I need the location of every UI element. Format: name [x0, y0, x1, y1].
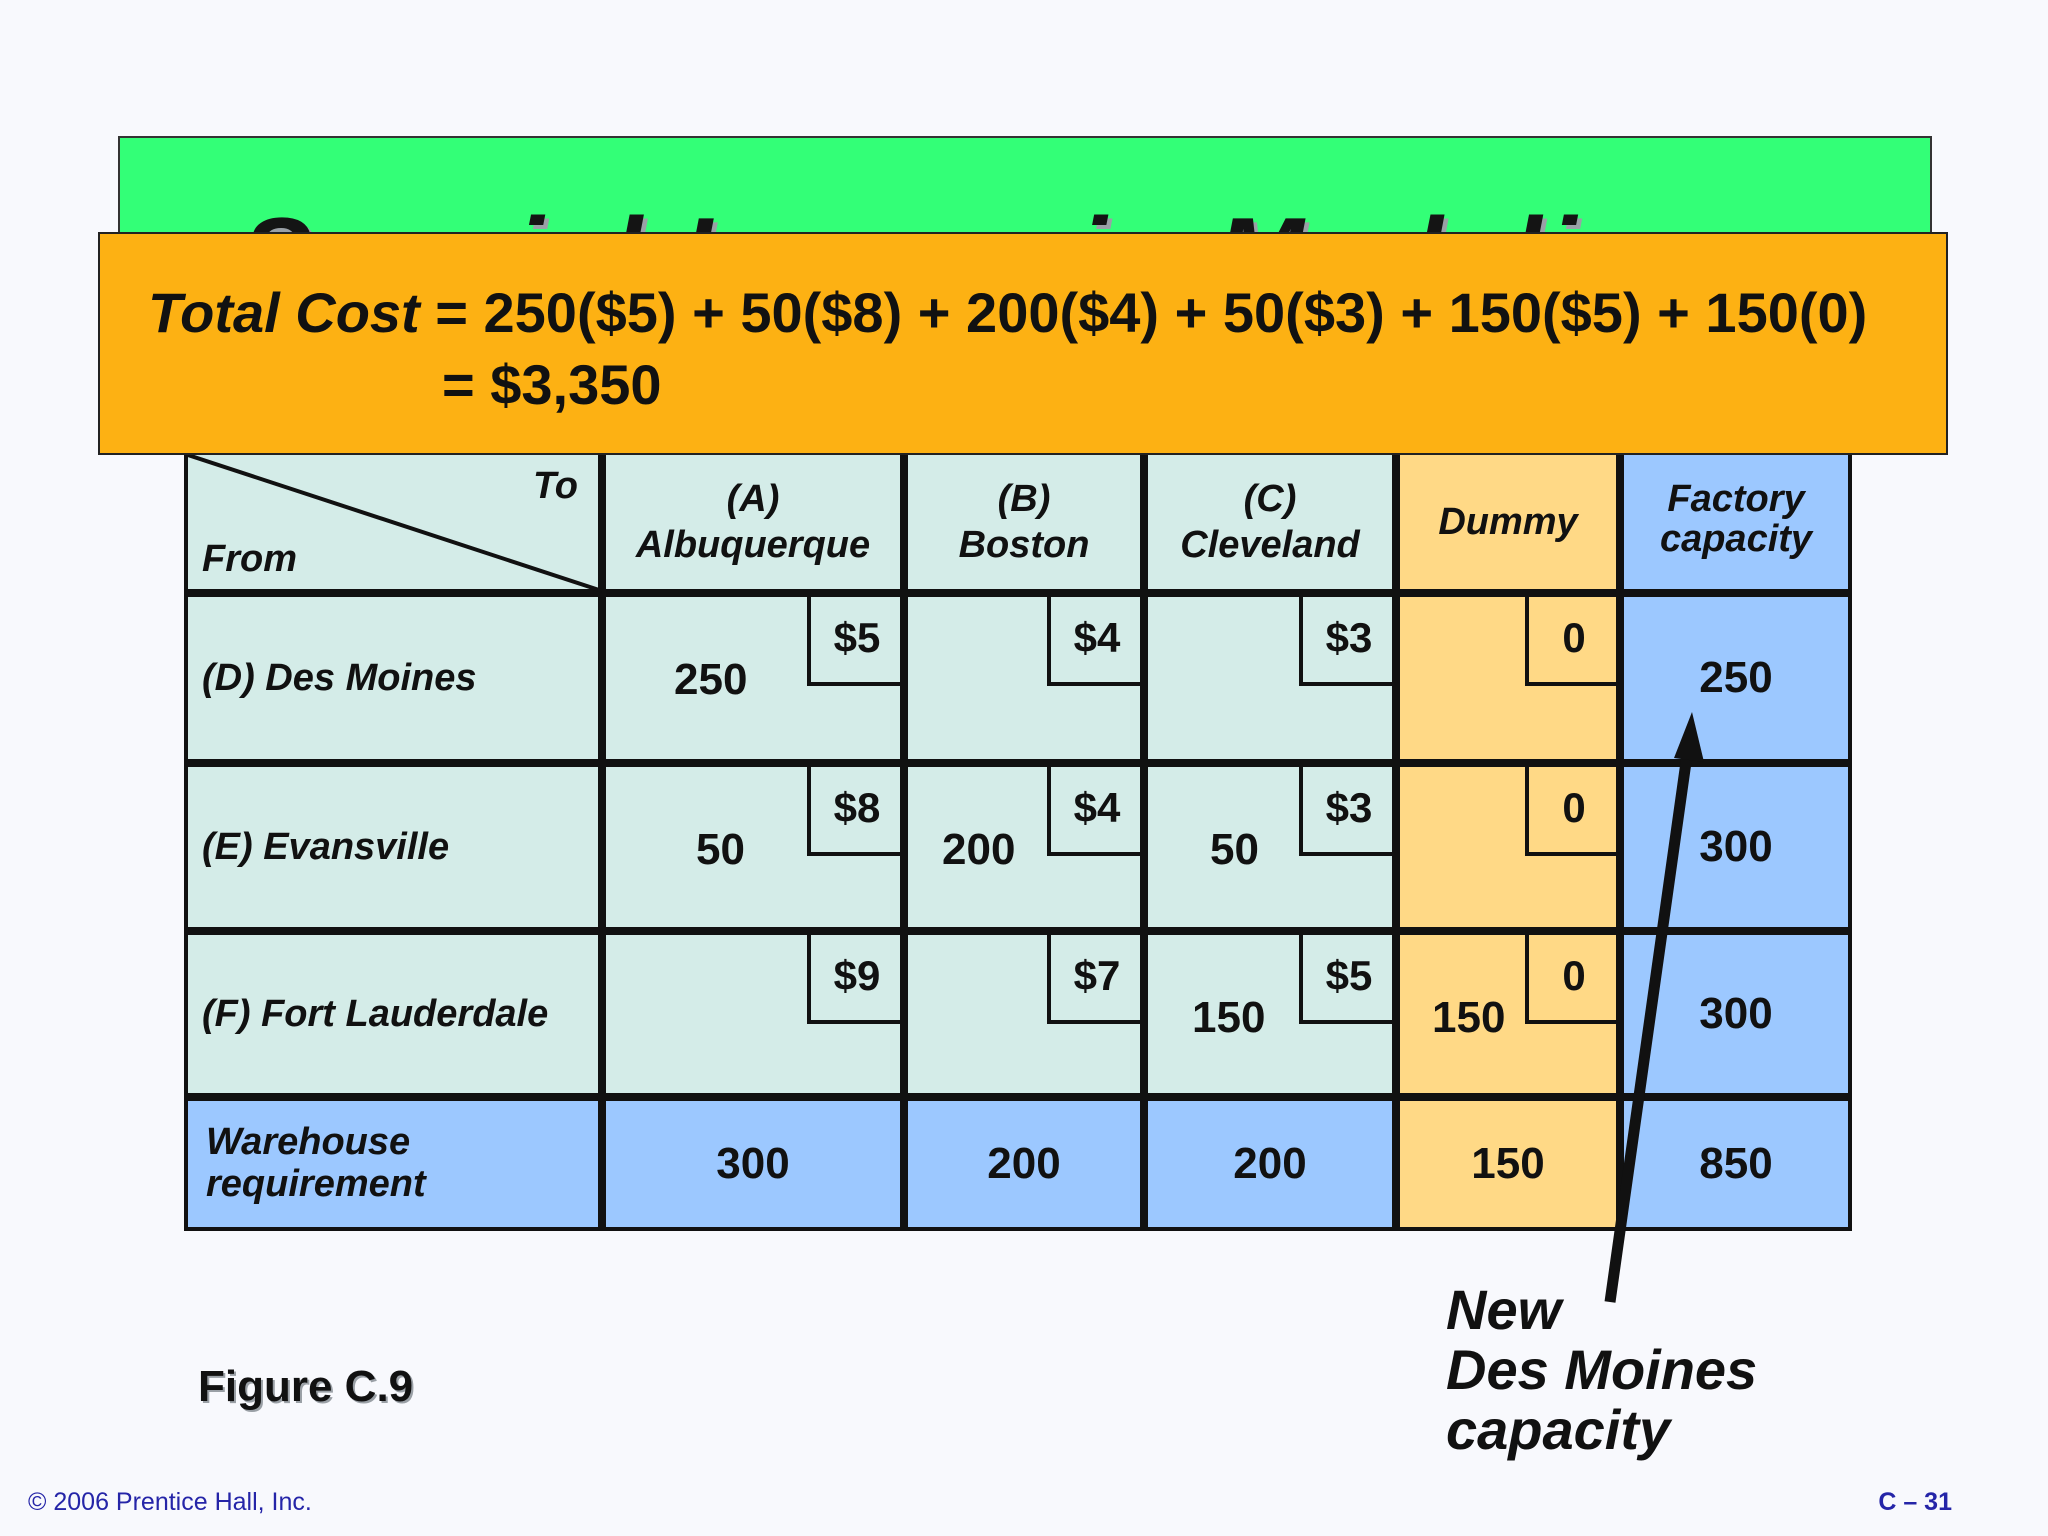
to-label: To — [532, 465, 578, 507]
formula-label: Total Cost — [148, 281, 420, 344]
transportation-table: To From (A) Albuquerque (B) Boston (C) C… — [184, 451, 1854, 1231]
column-header-line2: Cleveland — [1180, 524, 1360, 566]
column-header-line1: (C) — [1243, 478, 1297, 520]
requirement-cleveland: 200 — [1144, 1097, 1396, 1231]
column-header-line1: (B) — [997, 478, 1051, 520]
route-cell-evansville-albuquerque: $8 50 — [602, 763, 904, 931]
shipment-value: 150 — [1192, 993, 1266, 1042]
route-cell-evansville-dummy: 0 — [1396, 763, 1620, 931]
route-cell-fort-lauderdale-boston: $7 — [904, 931, 1144, 1097]
shipment-value: 250 — [674, 655, 748, 704]
capacity-evansville: 300 — [1620, 763, 1852, 931]
route-cell-des-moines-dummy: 0 — [1396, 593, 1620, 763]
column-header-line1: Dummy — [1438, 501, 1578, 543]
route-cell-fort-lauderdale-dummy: 0 150 — [1396, 931, 1620, 1097]
cost-box: $4 — [1047, 764, 1143, 856]
cost-box: 0 — [1525, 594, 1619, 686]
cost-box: $3 — [1299, 594, 1395, 686]
column-header-line2: Boston — [958, 524, 1090, 566]
cost-box: $4 — [1047, 594, 1143, 686]
figure-label: Figure C.9 — [198, 1362, 414, 1411]
column-header-albuquerque: (A) Albuquerque — [602, 451, 904, 593]
corner-diagonal — [188, 455, 602, 593]
column-header-dummy: Dummy — [1396, 451, 1620, 593]
cost-box: $3 — [1299, 764, 1395, 856]
row-header-des-moines: (D) Des Moines — [184, 593, 602, 763]
row-header-evansville: (E) Evansville — [184, 763, 602, 931]
cost-box: $9 — [807, 932, 903, 1024]
cost-box: $5 — [1299, 932, 1395, 1024]
requirement-dummy: 150 — [1396, 1097, 1620, 1231]
shipment-value: 50 — [696, 825, 745, 874]
cost-box: $5 — [807, 594, 903, 686]
shipment-value: 50 — [1210, 825, 1259, 874]
callout-line: Des Moines — [1446, 1338, 1758, 1401]
requirement-label-line1: Warehouse — [206, 1121, 411, 1163]
cost-box: 0 — [1525, 932, 1619, 1024]
row-header-fort-lauderdale: (F) Fort Lauderdale — [184, 931, 602, 1097]
callout-new-des-moines-capacity: New Des Moines capacity — [1446, 1280, 1757, 1460]
shipment-value: 150 — [1432, 993, 1506, 1042]
route-cell-evansville-boston: $4 200 — [904, 763, 1144, 931]
capacity-des-moines: 250 — [1620, 593, 1852, 763]
formula-line-1: Total Cost = 250($5) + 50($8) + 200($4) … — [148, 280, 1867, 345]
shipment-value: 200 — [942, 825, 1016, 874]
formula-result: = $3,350 — [442, 353, 662, 416]
requirement-albuquerque: 300 — [602, 1097, 904, 1231]
route-cell-fort-lauderdale-albuquerque: $9 — [602, 931, 904, 1097]
column-header-line1: (A) — [726, 478, 780, 520]
column-header-line2: capacity — [1659, 518, 1813, 560]
row-header-warehouse-requirement: Warehouse requirement — [184, 1097, 602, 1231]
column-header-boston: (B) Boston — [904, 451, 1144, 593]
route-cell-des-moines-albuquerque: $5 250 — [602, 593, 904, 763]
cost-box: 0 — [1525, 764, 1619, 856]
route-cell-des-moines-boston: $4 — [904, 593, 1144, 763]
route-cell-fort-lauderdale-cleveland: $5 150 — [1144, 931, 1396, 1097]
requirement-total: 850 — [1620, 1097, 1852, 1231]
from-label: From — [202, 538, 297, 580]
route-cell-evansville-cleveland: $3 50 — [1144, 763, 1396, 931]
callout-line: New — [1446, 1278, 1562, 1341]
requirement-boston: 200 — [904, 1097, 1144, 1231]
cost-box: $8 — [807, 764, 903, 856]
copyright-notice: © 2006 Prentice Hall, Inc. — [28, 1488, 312, 1516]
column-header-line2: Albuquerque — [635, 524, 871, 566]
formula-expression: = 250($5) + 50($8) + 200($4) + 50($3) + … — [419, 281, 1868, 344]
page-number: C – 31 — [1878, 1488, 1952, 1516]
column-header-line1: Factory — [1667, 478, 1805, 520]
callout-line: capacity — [1446, 1398, 1671, 1461]
cost-box: $7 — [1047, 932, 1143, 1024]
column-header-cleveland: (C) Cleveland — [1144, 451, 1396, 593]
requirement-label-line2: requirement — [206, 1163, 426, 1205]
capacity-fort-lauderdale: 300 — [1620, 931, 1852, 1097]
corner-cell: To From — [184, 451, 602, 593]
route-cell-des-moines-cleveland: $3 — [1144, 593, 1396, 763]
column-header-factory-capacity: Factory capacity — [1620, 451, 1852, 593]
total-cost-formula-box: Total Cost = 250($5) + 50($8) + 200($4) … — [98, 232, 1948, 455]
